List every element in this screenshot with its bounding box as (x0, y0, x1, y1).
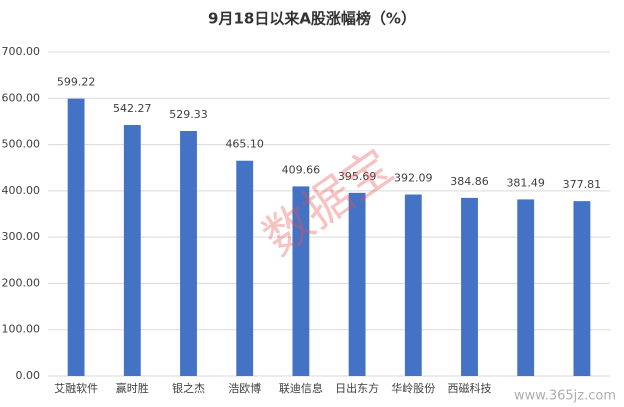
bar (404, 194, 422, 376)
x-tick-label: 日出东方 (335, 381, 379, 395)
bar (236, 160, 254, 376)
bar (67, 98, 85, 377)
data-label: 465.10 (225, 138, 264, 151)
bar (348, 192, 366, 376)
watermark: www.365jz.com (514, 389, 616, 404)
data-label: 529.33 (169, 108, 208, 121)
x-tick-label: 赢时胜 (116, 381, 149, 395)
y-tick-label: 0.00 (16, 369, 41, 382)
data-label: 381.49 (506, 176, 545, 189)
bar (517, 199, 535, 376)
y-tick-label: 400.00 (2, 184, 41, 197)
x-tick-label: 银之杰 (172, 381, 205, 395)
data-label: 392.09 (394, 172, 433, 185)
bar (461, 197, 478, 376)
bar (180, 130, 197, 376)
y-tick-label: 700.00 (2, 45, 41, 58)
y-tick-label: 600.00 (2, 91, 41, 104)
bar (573, 201, 591, 376)
data-label: 377.81 (563, 178, 602, 191)
x-tick-label: 艾融软件 (54, 381, 98, 395)
y-tick-label: 100.00 (2, 323, 41, 336)
y-tick-label: 300.00 (2, 230, 41, 243)
x-tick-label: 联迪信息 (279, 381, 323, 395)
data-label: 384.86 (450, 175, 489, 188)
data-label: 599.22 (57, 76, 96, 89)
bar (292, 186, 310, 376)
data-label: 395.69 (338, 170, 377, 183)
data-label: 542.27 (113, 102, 152, 115)
y-tick-label: 200.00 (2, 276, 41, 289)
x-tick-label: 西磁科技 (448, 381, 492, 395)
x-tick-label: 浩欧博 (228, 382, 261, 395)
data-label: 409.66 (282, 163, 321, 176)
x-tick-label: 华岭股份 (391, 381, 435, 395)
bar (123, 125, 141, 376)
y-tick-label: 500.00 (2, 138, 41, 151)
chart-title: 9月18日以来A股涨幅榜（%） (208, 10, 416, 28)
